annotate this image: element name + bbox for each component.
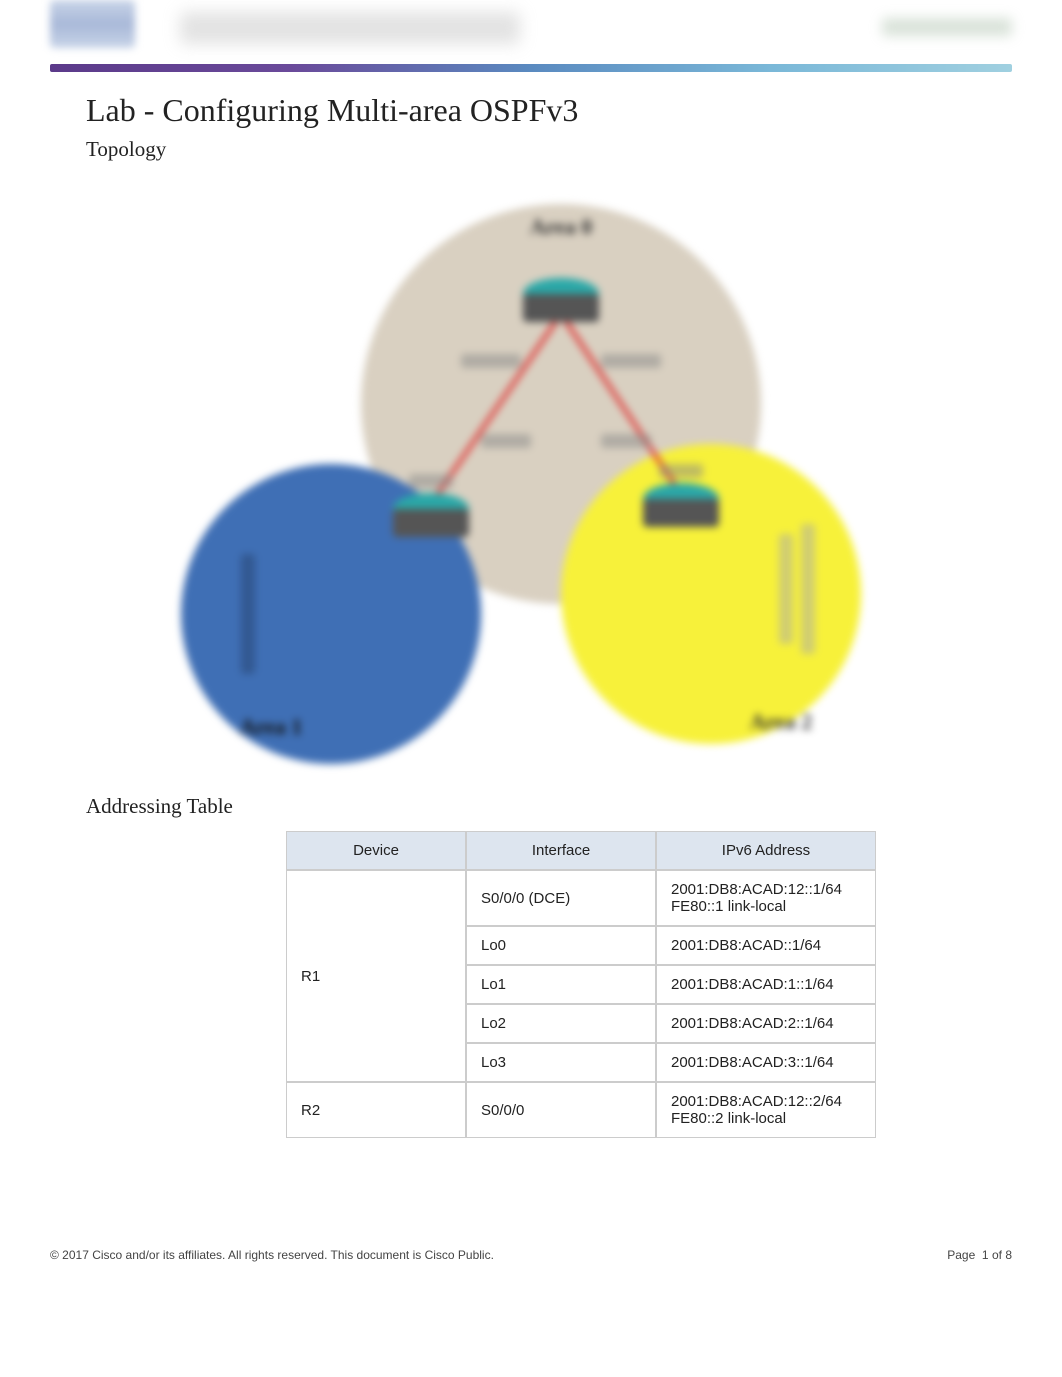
blur-label-7 bbox=[241, 554, 255, 674]
cisco-logo bbox=[50, 0, 135, 48]
cell-device: R1 bbox=[286, 870, 466, 1082]
page-current: 1 bbox=[982, 1248, 989, 1262]
addressing-table-wrap: Device Interface IPv6 Address R1 S0/0/0 … bbox=[186, 831, 876, 1138]
page-container: Lab - Configuring Multi-area OSPFv3 Topo… bbox=[0, 0, 1062, 1168]
col-device: Device bbox=[286, 831, 466, 870]
brand-text bbox=[180, 12, 520, 44]
blur-label-2 bbox=[601, 354, 661, 368]
cell-addr: 2001:DB8:ACAD:12::2/64FE80::2 link-local bbox=[656, 1082, 876, 1138]
cell-addr: 2001:DB8:ACAD:12::1/64FE80::1 link-local bbox=[656, 870, 876, 926]
table-row: R2 S0/0/0 2001:DB8:ACAD:12::2/64FE80::2 … bbox=[286, 1082, 876, 1138]
blur-label-1 bbox=[461, 354, 521, 368]
header bbox=[50, 0, 1012, 60]
area-2-circle bbox=[561, 444, 861, 744]
topology-diagram: Area 0 Area 1 Area 2 bbox=[50, 174, 1012, 774]
blur-label-5 bbox=[409, 474, 453, 488]
cell-addr: 2001:DB8:ACAD:3::1/64 bbox=[656, 1043, 876, 1082]
cell-interface: Lo2 bbox=[466, 1004, 656, 1043]
cell-interface: S0/0/0 bbox=[466, 1082, 656, 1138]
cell-interface: Lo1 bbox=[466, 965, 656, 1004]
topology-svg: Area 0 Area 1 Area 2 bbox=[181, 174, 881, 774]
col-interface: Interface bbox=[466, 831, 656, 870]
copyright: © 2017 Cisco and/or its affiliates. All … bbox=[50, 1248, 494, 1262]
page-title: Lab - Configuring Multi-area OSPFv3 bbox=[50, 92, 1012, 129]
cell-addr: 2001:DB8:ACAD:1::1/64 bbox=[656, 965, 876, 1004]
cell-interface: S0/0/0 (DCE) bbox=[466, 870, 656, 926]
cell-interface: Lo0 bbox=[466, 926, 656, 965]
area-2-label: Area 2 bbox=[750, 709, 813, 734]
header-divider bbox=[50, 64, 1012, 72]
blur-label-9 bbox=[779, 534, 793, 644]
router-r1 bbox=[393, 493, 469, 537]
page-label: Page bbox=[947, 1248, 975, 1262]
cell-addr: 2001:DB8:ACAD:2::1/64 bbox=[656, 1004, 876, 1043]
addressing-table: Device Interface IPv6 Address R1 S0/0/0 … bbox=[286, 831, 876, 1138]
addressing-heading: Addressing Table bbox=[50, 794, 1012, 819]
cell-interface: Lo3 bbox=[466, 1043, 656, 1082]
area-1-label: Area 1 bbox=[240, 714, 303, 739]
blur-label-3 bbox=[481, 434, 531, 448]
blur-label-8 bbox=[801, 524, 815, 654]
cell-device: R2 bbox=[286, 1082, 466, 1138]
topology-heading: Topology bbox=[50, 137, 1012, 162]
router-r3 bbox=[643, 483, 719, 527]
footer: © 2017 Cisco and/or its affiliates. All … bbox=[0, 1248, 1062, 1262]
page-total: 8 bbox=[1005, 1248, 1012, 1262]
page-number: Page 1 of 8 bbox=[947, 1248, 1012, 1262]
slogan-text bbox=[882, 18, 1012, 36]
blur-label-4 bbox=[601, 434, 651, 448]
cell-addr: 2001:DB8:ACAD::1/64 bbox=[656, 926, 876, 965]
blur-label-6 bbox=[659, 464, 703, 478]
table-header-row: Device Interface IPv6 Address bbox=[286, 831, 876, 870]
router-abr bbox=[523, 278, 599, 322]
area-0-label: Area 0 bbox=[530, 214, 593, 239]
table-row: R1 S0/0/0 (DCE) 2001:DB8:ACAD:12::1/64FE… bbox=[286, 870, 876, 926]
col-addr: IPv6 Address bbox=[656, 831, 876, 870]
page-of: of bbox=[992, 1248, 1002, 1262]
